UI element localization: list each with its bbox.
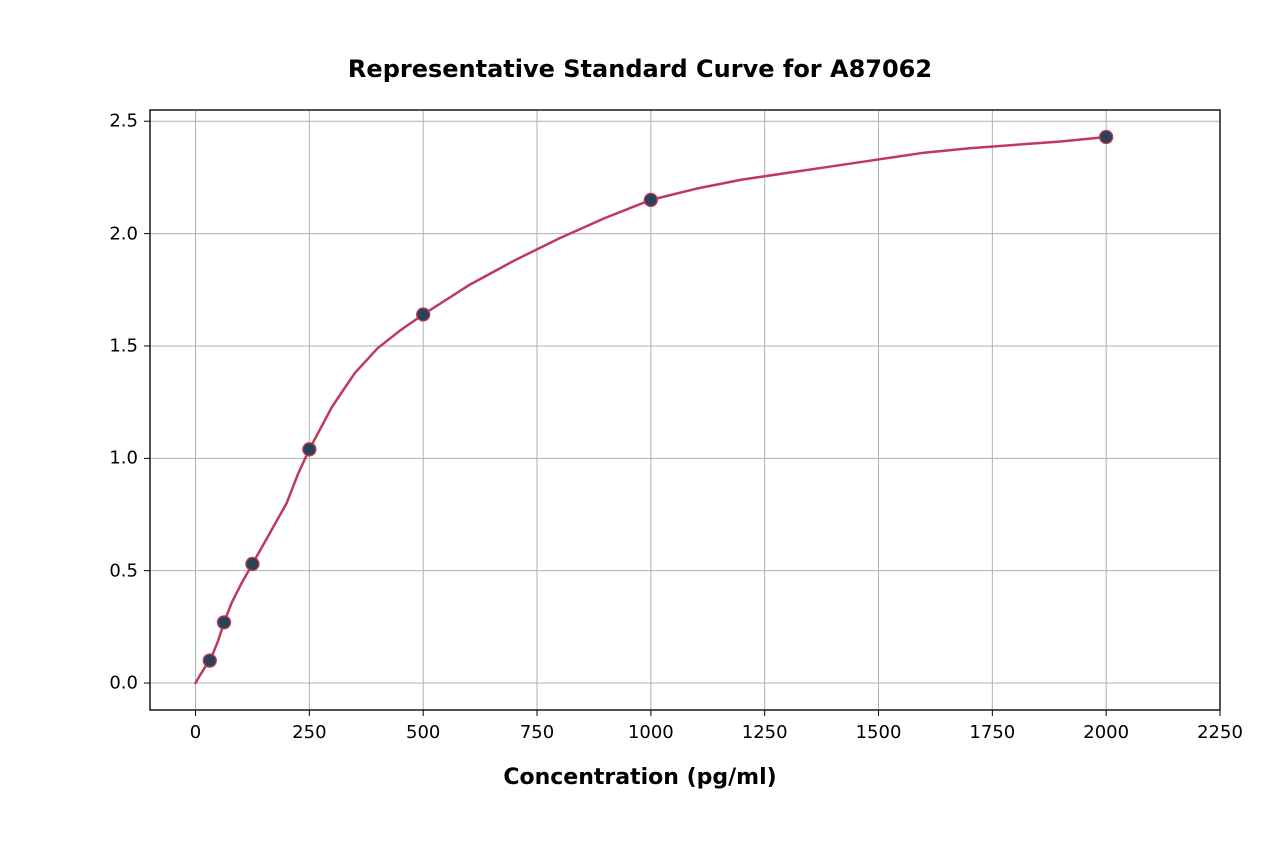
y-tick-label: 1.0: [109, 448, 138, 469]
x-tick-label: 1000: [628, 722, 674, 743]
chart-svg: [0, 0, 1280, 845]
x-tick-label: 500: [406, 722, 440, 743]
chart-container: Representative Standard Curve for A87062…: [0, 0, 1280, 845]
y-tick-label: 2.5: [109, 111, 138, 132]
x-tick-label: 2250: [1197, 722, 1243, 743]
x-tick-label: 1750: [969, 722, 1015, 743]
x-tick-label: 250: [292, 722, 326, 743]
y-tick-label: 1.5: [109, 335, 138, 356]
x-tick-label: 750: [520, 722, 554, 743]
y-tick-label: 0.0: [109, 673, 138, 694]
y-tick-label: 2.0: [109, 223, 138, 244]
x-tick-label: 2000: [1083, 722, 1129, 743]
y-tick-label: 0.5: [109, 560, 138, 581]
x-tick-label: 0: [190, 722, 201, 743]
x-tick-label: 1250: [742, 722, 788, 743]
x-tick-label: 1500: [856, 722, 902, 743]
